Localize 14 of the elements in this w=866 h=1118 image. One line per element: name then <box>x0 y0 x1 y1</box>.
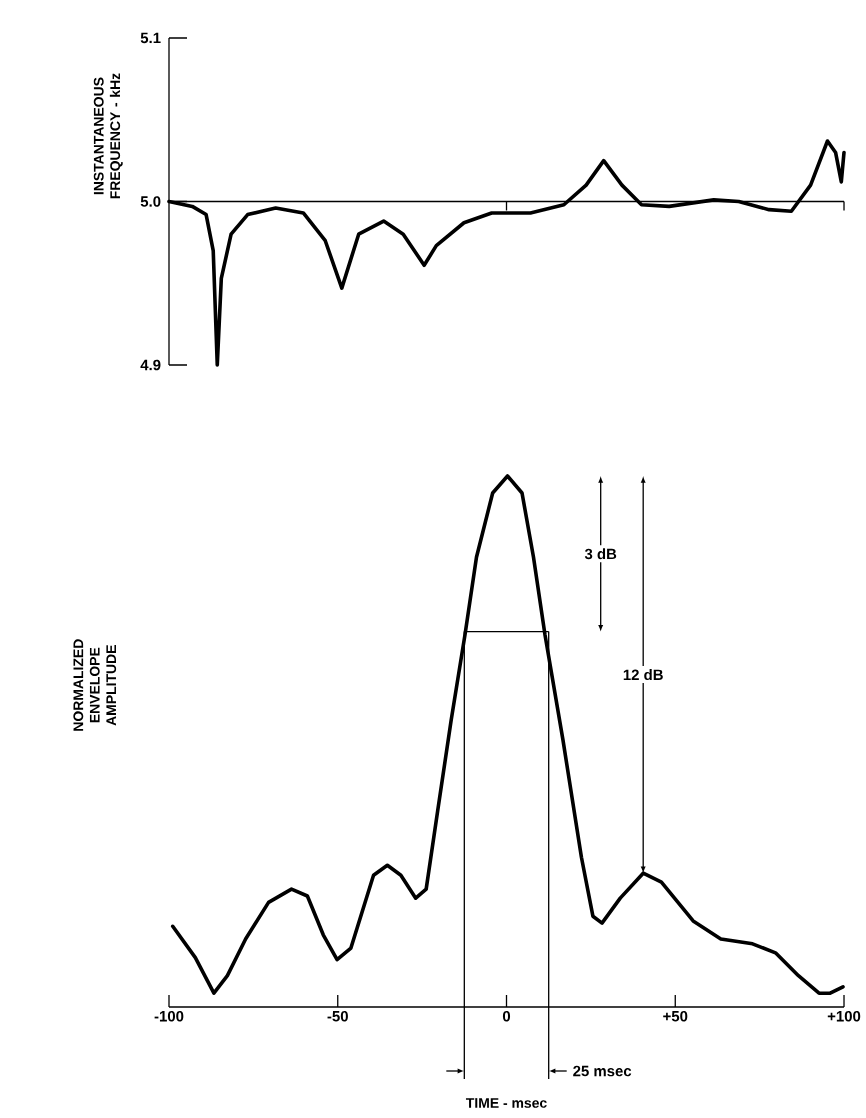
x-tick-label: 0 <box>502 1010 511 1022</box>
y-tick-label: 5.1 <box>140 32 161 44</box>
y-tick-label: 4.9 <box>140 359 161 371</box>
y-axis-title: INSTANTANEOUS FREQUENCY - kHz <box>93 73 123 199</box>
x-tick-label: +50 <box>663 1010 688 1022</box>
annotation: 3 dB <box>584 548 617 560</box>
x-axis-title: TIME - msec <box>465 1098 547 1108</box>
x-tick-label: -50 <box>327 1010 348 1022</box>
ref-line-label: 25 msec <box>573 1065 632 1077</box>
annotation: 12 dB <box>623 669 663 681</box>
y-axis-title: NORMALIZED ENVELOPE AMPLITUDE <box>73 639 117 731</box>
x-tick-label: -100 <box>154 1010 184 1022</box>
y-tick-label: 5.0 <box>140 196 161 207</box>
x-tick-label: +100 <box>827 1010 861 1022</box>
